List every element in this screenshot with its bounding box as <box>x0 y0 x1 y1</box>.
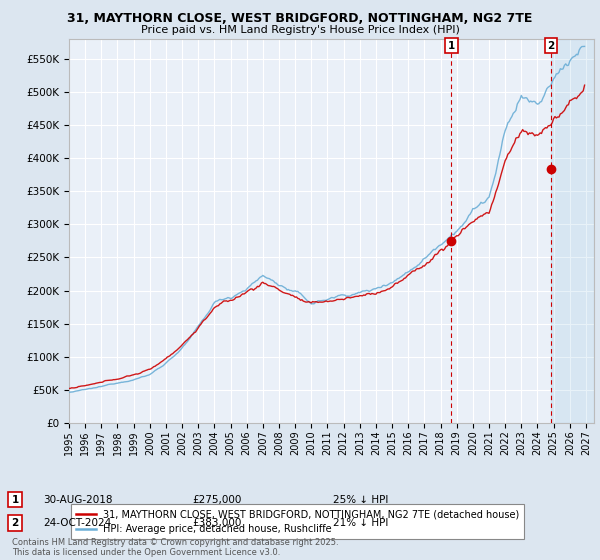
Text: Price paid vs. HM Land Registry's House Price Index (HPI): Price paid vs. HM Land Registry's House … <box>140 25 460 35</box>
Text: 24-OCT-2024: 24-OCT-2024 <box>43 518 112 528</box>
Bar <box>551 39 594 423</box>
Bar <box>551 39 594 423</box>
Text: 1: 1 <box>11 494 19 505</box>
Legend: 31, MAYTHORN CLOSE, WEST BRIDGFORD, NOTTINGHAM, NG2 7TE (detached house), HPI: A: 31, MAYTHORN CLOSE, WEST BRIDGFORD, NOTT… <box>71 505 524 539</box>
Text: 25% ↓ HPI: 25% ↓ HPI <box>333 494 388 505</box>
Text: 31, MAYTHORN CLOSE, WEST BRIDGFORD, NOTTINGHAM, NG2 7TE: 31, MAYTHORN CLOSE, WEST BRIDGFORD, NOTT… <box>67 12 533 25</box>
Text: £383,000: £383,000 <box>192 518 241 528</box>
Text: £275,000: £275,000 <box>192 494 241 505</box>
Text: 2: 2 <box>547 40 554 50</box>
Text: 30-AUG-2018: 30-AUG-2018 <box>43 494 113 505</box>
Text: 21% ↓ HPI: 21% ↓ HPI <box>333 518 388 528</box>
Text: 1: 1 <box>448 40 455 50</box>
Text: 2: 2 <box>11 518 19 528</box>
Text: Contains HM Land Registry data © Crown copyright and database right 2025.
This d: Contains HM Land Registry data © Crown c… <box>12 538 338 557</box>
